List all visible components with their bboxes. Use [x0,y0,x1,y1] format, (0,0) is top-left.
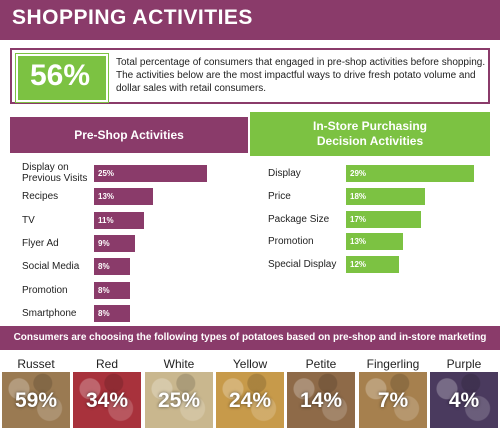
category-label: Promotion [22,284,68,296]
potato-type-label: Petite [305,357,337,371]
potato-type-label: Fingerling [366,357,420,371]
page-title: SHOPPING ACTIVITIES [12,6,253,29]
bar-value-label: 12% [350,260,367,270]
category-label: Display [268,168,301,179]
potato-share-label: 59% [14,389,58,412]
category-label: Social Media [22,261,80,273]
potato-type-label: White [163,357,195,371]
bar-value-label: 8% [98,262,110,272]
bar [94,211,144,229]
in-store-header-text: In-Store Purchasing Decision Activities [312,119,428,148]
potato-caption: Consumers are choosing the following typ… [13,332,487,367]
category-label: Smartphone [22,307,77,319]
potato-image [2,372,70,428]
bar [94,234,135,252]
potato-image [359,372,427,428]
potato-type-label: Russet [17,357,55,371]
title-banner [0,0,500,40]
potato-type-label: Red [95,357,118,371]
bar [94,188,153,206]
bar [346,165,474,182]
bar [346,187,425,205]
bar [346,256,399,274]
bar [94,304,130,322]
bar-value-label: 11% [98,215,114,225]
potato-caption-banner [0,326,500,350]
potato-share-label: 14% [299,389,343,412]
bar [346,210,421,228]
bar [94,165,207,182]
headline-stat: 56% [29,59,91,92]
potato-image [430,372,498,428]
bar-value-label: 13% [350,237,367,247]
potato-type-label: Purple [446,357,482,371]
bar-value-label: 8% [98,308,110,318]
potato-share-label: 34% [85,389,129,412]
bar-value-label: 8% [98,285,110,295]
potato-share-label: 24% [228,389,272,412]
potato-image [287,372,355,428]
bar-value-label: 17% [350,214,367,224]
bar-value-label: 18% [350,191,367,201]
category-label: Package Size [268,213,330,225]
potato-type-label: Yellow [232,357,268,371]
bar [94,281,130,299]
potato-share-label: 25% [157,389,201,412]
bar [94,258,130,276]
headline-text: Total percentage of consumers that engag… [116,57,486,94]
headline-stat-badge [16,54,108,102]
potato-share-label: 4% [448,389,480,412]
pre-shop-header: Pre-Shop Activities [10,117,248,153]
in-store-header: In-Store Purchasing Decision Activities [250,112,490,156]
bar-value-label: 29% [350,169,367,178]
potato-share-label: 7% [377,389,409,412]
category-label: Recipes [22,191,59,203]
bar-value-label: 25% [98,169,115,178]
bar-value-label: 13% [98,192,115,202]
potato-image [145,372,213,428]
category-label: Flyer Ad [22,237,59,249]
category-label: Promotion [268,236,314,248]
category-label: Display on Previous Visits [22,162,88,184]
potato-image [216,372,284,428]
category-label: Special Display [268,259,337,271]
bar [346,233,403,251]
potato-image [73,372,141,428]
category-label: Price [268,190,291,202]
bar-value-label: 9% [98,238,110,248]
category-label: TV [22,214,35,226]
